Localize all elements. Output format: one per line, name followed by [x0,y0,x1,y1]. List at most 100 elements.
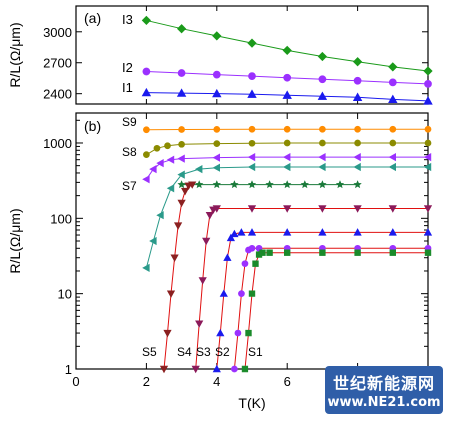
data-point-s5 [180,187,190,196]
data-point-i2 [212,70,221,79]
data-point-series-1 [248,139,256,147]
panel-b-y-tick-label: 1 [65,362,72,377]
data-point-s7 [177,180,186,189]
data-point-s4 [318,205,327,213]
data-point-s7 [230,180,239,189]
data-point-s2 [241,260,249,268]
data-point-s1 [248,290,256,297]
data-point-s8 [247,152,256,162]
data-point-s8 [423,152,432,162]
data-point-s3 [219,289,228,297]
data-point-series-3 [166,184,175,193]
data-point-i2 [248,72,256,81]
data-point-s5 [170,254,179,262]
data-point-i3 [212,31,222,41]
data-point-s3 [247,228,257,236]
data-point-i3 [141,15,152,26]
data-point-s8 [156,158,164,168]
data-point-i1 [247,89,257,98]
data-point-s2 [248,244,256,252]
data-point-i1 [317,91,328,100]
data-point-i3 [352,57,363,67]
panel-b-y-tick-label: 1000 [43,136,72,151]
data-point-i1 [176,88,187,97]
data-point-s4 [353,205,362,213]
data-point-s4 [202,237,211,246]
data-point-s1 [283,249,291,256]
data-point-i1 [212,88,222,98]
panel-b-x-tick-label: 0 [72,374,79,389]
panel-a-frame [75,5,429,105]
data-point-s9 [143,126,150,134]
series-label-s5: S5 [142,345,157,359]
data-point-s3 [223,253,232,261]
data-point-s3 [237,228,246,236]
data-point-s2 [234,329,242,337]
data-point-s5 [163,329,172,338]
data-point-series-3 [156,211,164,220]
data-point-series-1 [153,144,161,152]
data-point-s1 [319,249,326,256]
series-label-i2: I2 [122,60,133,75]
panel-b-ticks: 110100100002468 [43,113,428,389]
series-line-s2 [233,247,428,370]
data-point-s1 [245,329,252,337]
data-point-series-1 [143,151,150,159]
series-label-i3: I3 [122,12,133,27]
data-point-s3 [353,228,362,236]
data-point-s8 [388,152,397,162]
data-point-s8 [166,155,175,164]
series-label-s4: S4 [177,345,192,359]
data-point-s2 [231,365,238,373]
data-point-s7 [265,180,274,189]
panel-a-y-tick-label: 3000 [43,25,72,40]
data-point-series-3 [318,162,326,172]
watermark-title: 世纪新能源网 [332,374,435,393]
data-point-s9 [248,125,256,133]
data-point-s3 [230,229,239,238]
data-point-s3 [388,228,397,236]
data-point-s1 [259,249,266,256]
data-point-s3 [216,328,225,337]
data-point-s7 [283,180,292,189]
data-point-s4 [205,212,214,220]
data-point-s3 [423,228,433,236]
panel-b-x-tick-label: 4 [213,374,220,389]
data-point-i3 [282,45,292,56]
watermark-url: www.NE21.com [327,395,441,410]
data-point-s4 [423,205,433,213]
data-point-s7 [353,180,362,189]
data-point-s7 [195,180,204,189]
panel-b-y-tick-label: 10 [58,287,72,302]
data-point-s5 [173,222,183,230]
data-point-i1 [141,87,152,97]
data-point-s8 [318,152,326,162]
series-line-i3 [146,19,429,72]
panel-b-y-axis-label: R/L(Ω/μm) [7,208,23,273]
data-point-i2 [388,78,397,87]
data-point-s4 [212,205,221,213]
data-point-s9 [389,125,397,133]
data-point-series-3 [177,170,185,179]
data-point-i2 [318,75,327,84]
series-label-s9: S9 [122,115,137,129]
data-point-s8 [142,175,150,184]
series-label-s7: S7 [122,179,137,193]
series-label-i1: I1 [122,80,133,95]
data-point-s8 [353,152,361,162]
data-point-i1 [352,92,363,101]
data-point-s7 [212,180,221,189]
panel-a-tag: (a) [84,10,101,26]
panel-b-x-tick-label: 2 [143,374,150,389]
data-point-series-1 [164,142,171,150]
data-point-s1 [389,249,397,256]
series-line-s1 [244,252,428,370]
panel-b-y-tick-label: 100 [50,211,72,226]
data-point-i1 [423,96,433,105]
series-label-s3: S3 [196,345,211,359]
data-point-s8 [282,152,291,162]
panel-b-marks [142,125,433,374]
data-point-s3 [212,364,221,373]
panel-a-labels: I3 I2 I1 [122,12,133,95]
